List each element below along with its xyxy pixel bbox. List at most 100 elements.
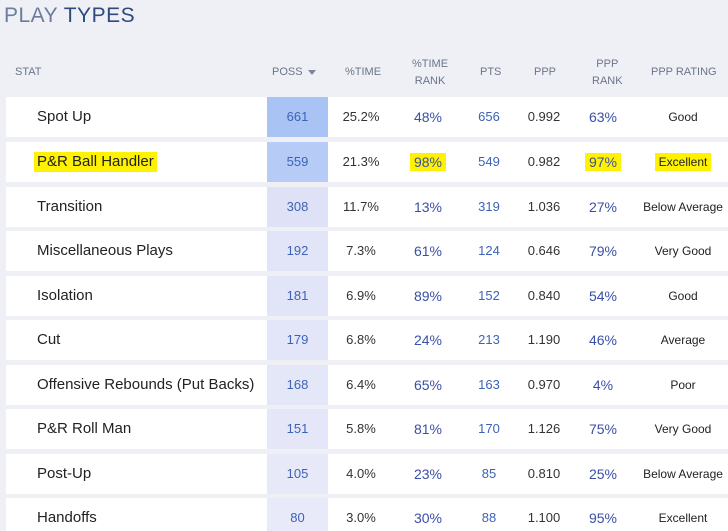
row-ppp-rank: 75% (588, 421, 618, 437)
row-ppp-rating: Below Average (643, 467, 723, 481)
row-pct-time: 6.4% (346, 377, 376, 392)
col-header-ppp-rank[interactable]: PPP RANK (592, 56, 623, 90)
row-pts: 549 (478, 154, 500, 169)
row-label: Post-Up (37, 465, 92, 482)
row-poss: 661 (267, 97, 328, 137)
row-pct-time-rank-cell: 98% (398, 142, 458, 182)
row-ppp-rank: 4% (592, 377, 614, 393)
row-poss: 192 (267, 231, 328, 271)
col-header-ppp-rating[interactable]: PPP RATING (651, 66, 717, 78)
row-ppp: 1.126 (527, 421, 561, 436)
table-row[interactable]: Post-Up 105 4.0% 23% 85 0.810 25% Below … (6, 454, 728, 494)
row-ppp-rank: 97% (584, 153, 622, 171)
row-label: Spot Up (37, 108, 92, 125)
row-pct-time-rank: 23% (413, 466, 443, 482)
col-header-poss[interactable]: POSS (272, 64, 316, 81)
row-pct-time-rank: 61% (413, 243, 443, 259)
row-label: Miscellaneous Plays (37, 242, 173, 259)
table-row[interactable]: P&R Ball Handler 559 21.3% 98% 549 0.982… (6, 142, 728, 182)
row-ppp-rating: Good (668, 289, 698, 303)
title-word-types: TYPES (63, 4, 136, 27)
row-poss: 308 (267, 187, 328, 227)
row-pct-time: 11.7% (343, 199, 379, 214)
row-pts: 170 (478, 421, 500, 436)
col-header-pct-time[interactable]: %TIME (345, 66, 382, 78)
table-row[interactable]: Spot Up 661 25.2% 48% 656 0.992 63% Good (6, 97, 728, 137)
row-ppp-rating: Poor (670, 378, 696, 392)
row-pts: 163 (478, 377, 500, 392)
row-ppp-rating: Very Good (654, 422, 712, 436)
row-pct-time-rank: 30% (413, 510, 443, 526)
table-row[interactable]: Transition 308 11.7% 13% 319 1.036 27% B… (6, 187, 728, 227)
row-ppp: 1.036 (527, 199, 561, 214)
row-ppp: 0.992 (527, 109, 561, 124)
row-ppp-rating-cell: Excellent (634, 142, 728, 182)
row-ppp: 0.970 (527, 377, 561, 392)
table-row[interactable]: P&R Roll Man 151 5.8% 81% 170 1.126 75% … (6, 409, 728, 449)
row-ppp: 0.840 (527, 288, 561, 303)
row-pct-time-rank: 24% (413, 332, 443, 348)
row-label: P&R Ball Handler (34, 152, 157, 172)
table-row[interactable]: Handoffs 80 3.0% 30% 88 1.100 95% Excell… (6, 498, 728, 531)
table-row[interactable]: Offensive Rebounds (Put Backs) 168 6.4% … (6, 365, 728, 405)
row-ppp-rating: Average (660, 333, 706, 347)
col-header-pts[interactable]: PTS (480, 66, 502, 78)
col-header-stat[interactable]: STAT (15, 66, 42, 78)
section-title: PLAY TYPES (4, 4, 135, 28)
row-label-cell: P&R Ball Handler (34, 142, 157, 182)
table-row[interactable]: Miscellaneous Plays 192 7.3% 61% 124 0.6… (6, 231, 728, 271)
row-pct-time-rank: 89% (413, 288, 443, 304)
row-pct-time: 5.8% (346, 421, 376, 436)
row-ppp-rank: 54% (588, 288, 618, 304)
row-ppp-rank: 95% (588, 510, 618, 526)
row-poss: 80 (267, 498, 328, 531)
row-ppp-rank: 79% (588, 243, 618, 259)
col-header-pct-time-rank[interactable]: %TIME RANK (412, 56, 448, 90)
table-row[interactable]: Isolation 181 6.9% 89% 152 0.840 54% Goo… (6, 276, 728, 316)
row-ppp-rating: Below Average (643, 200, 723, 214)
row-pct-time-rank: 48% (413, 109, 443, 125)
row-ppp-rating: Excellent (658, 511, 708, 525)
row-pct-time: 6.9% (346, 288, 376, 303)
row-ppp: 0.982 (527, 154, 561, 169)
row-pct-time: 25.2% (342, 109, 380, 124)
row-pts: 152 (478, 288, 500, 303)
row-ppp-rank: 63% (588, 109, 618, 125)
row-ppp: 1.100 (527, 510, 561, 525)
row-ppp: 0.646 (527, 243, 561, 258)
col-header-poss-label: POSS (272, 66, 303, 78)
row-pct-time: 21.3% (342, 154, 380, 169)
row-ppp-rank: 27% (588, 199, 618, 215)
row-label: Offensive Rebounds (Put Backs) (37, 376, 255, 393)
table-row[interactable]: Cut 179 6.8% 24% 213 1.190 46% Average (6, 320, 728, 360)
row-ppp: 0.810 (527, 466, 561, 481)
row-pts: 656 (478, 109, 500, 124)
row-pct-time: 7.3% (346, 243, 376, 258)
row-ppp-rank-cell: 97% (573, 142, 633, 182)
row-poss: 168 (267, 365, 328, 405)
row-poss: 151 (267, 409, 328, 449)
row-pct-time-rank: 13% (413, 199, 443, 215)
row-ppp-rating: Good (668, 110, 698, 124)
row-pct-time: 6.8% (346, 332, 376, 347)
row-poss: 179 (267, 320, 328, 360)
col-header-ppp[interactable]: PPP (534, 66, 557, 78)
col-header-pct-time-rank-line2: RANK (414, 75, 446, 87)
row-pct-time-rank: 98% (409, 153, 447, 171)
row-pct-time-rank: 81% (413, 421, 443, 437)
row-pts: 319 (478, 199, 500, 214)
row-pts: 213 (478, 332, 500, 347)
row-pts: 124 (478, 243, 500, 258)
row-label: Cut (37, 331, 61, 348)
row-poss: 559 (267, 142, 328, 182)
row-label: P&R Roll Man (37, 420, 132, 437)
row-ppp-rating: Very Good (654, 244, 712, 258)
table-header: STAT POSS %TIME %TIME RANK PTS PPP PPP R… (0, 0, 728, 96)
row-label: Isolation (37, 287, 93, 304)
row-poss: 181 (267, 276, 328, 316)
col-header-pct-time-rank-line1: %TIME (412, 58, 449, 70)
row-pts: 88 (481, 510, 497, 525)
row-poss: 105 (267, 454, 328, 494)
row-pct-time: 4.0% (346, 466, 376, 481)
row-pts: 85 (481, 466, 497, 481)
